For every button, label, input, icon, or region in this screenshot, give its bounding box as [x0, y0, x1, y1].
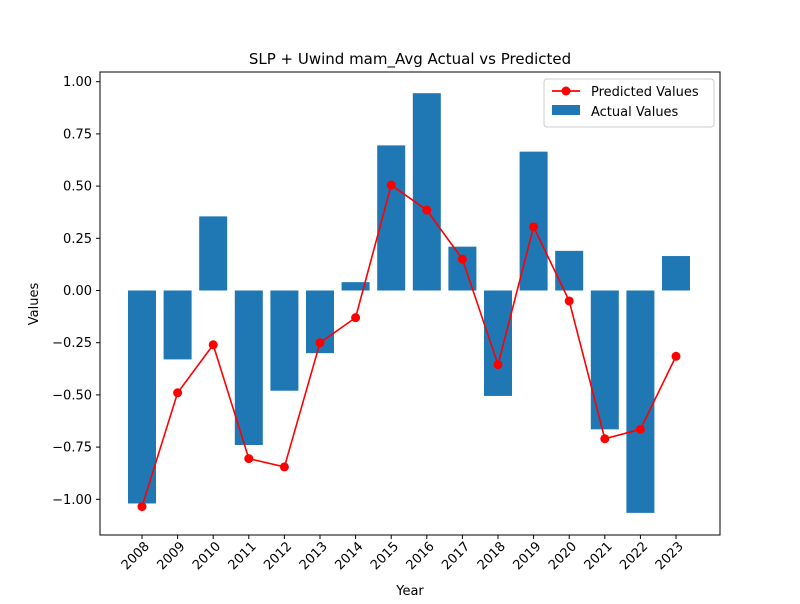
point-predicted-2018	[493, 360, 503, 370]
bar-actual-2023	[662, 256, 690, 291]
bar-actual-2022	[626, 290, 655, 513]
bar-actual-2012	[270, 290, 299, 391]
bar-actual-2011	[234, 290, 263, 446]
point-predicted-2019	[529, 222, 539, 232]
legend-predicted-label: Predicted Values	[591, 85, 699, 100]
bar-actual-2017	[448, 246, 477, 291]
point-predicted-2011	[244, 454, 254, 464]
legend-predicted-marker	[561, 86, 571, 96]
y-tick-label: 0.25	[63, 232, 92, 247]
point-predicted-2010	[208, 340, 218, 350]
legend-actual-swatch	[552, 105, 580, 115]
y-axis: 1.00 0.75 0.50 0.25 0.00 −0.25 −0.50 −0.75 −1.00	[52, 75, 100, 508]
point-predicted-2013	[315, 338, 325, 348]
bar-actual-2021	[590, 290, 619, 430]
y-tick-label: 0.00	[63, 284, 92, 299]
point-predicted-2017	[457, 254, 467, 264]
point-predicted-2023	[671, 351, 681, 361]
legend-actual-label: Actual Values	[591, 105, 679, 120]
predicted-line-layer	[137, 180, 681, 512]
bar-actual-2009	[163, 290, 192, 360]
bar-actual-2016	[412, 93, 441, 291]
y-tick-label: −0.50	[52, 388, 92, 403]
point-predicted-2015	[386, 180, 396, 190]
point-predicted-2008	[137, 502, 147, 512]
legend: Predicted Values Actual Values	[543, 78, 715, 128]
plot-area-frame	[99, 71, 721, 536]
legend-box	[543, 78, 715, 128]
point-predicted-2021	[600, 434, 610, 444]
y-axis-label: Values	[27, 283, 42, 326]
point-predicted-2009	[173, 388, 183, 398]
point-predicted-2022	[635, 424, 645, 434]
bars-layer	[128, 93, 690, 513]
point-predicted-2012	[279, 462, 289, 472]
bar-actual-2018	[484, 290, 512, 396]
y-tick-label: 0.50	[63, 180, 92, 195]
bar-actual-2020	[555, 250, 584, 291]
y-tick-label: 1.00	[63, 75, 92, 90]
y-tick-label: −0.25	[52, 336, 92, 351]
bar-actual-2010	[199, 216, 228, 291]
bar-actual-2015	[377, 145, 406, 291]
bar-actual-2008	[128, 290, 156, 504]
y-tick-label: −0.75	[52, 441, 92, 456]
point-predicted-2020	[564, 296, 574, 306]
predicted-line	[141, 183, 677, 507]
x-axis-label: Year	[395, 584, 424, 599]
point-predicted-2014	[351, 313, 361, 323]
bar-actual-2019	[519, 151, 548, 291]
chart-title: SLP + Uwind mam_Avg Actual vs Predicted	[249, 50, 571, 69]
point-predicted-2016	[422, 205, 432, 215]
y-tick-label: 0.75	[63, 127, 92, 142]
bar-actual-2014	[341, 282, 370, 291]
y-tick-label: −1.00	[52, 493, 92, 508]
